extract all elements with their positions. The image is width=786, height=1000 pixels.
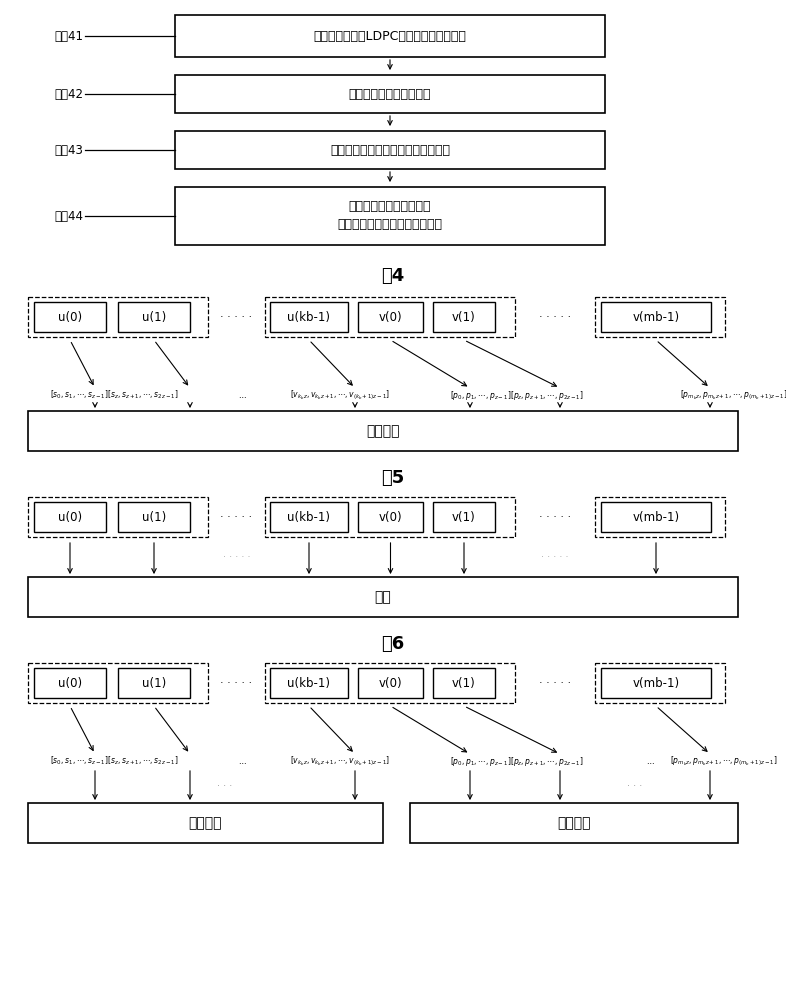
Bar <box>28 803 383 843</box>
Bar <box>118 668 190 698</box>
Bar <box>28 411 738 451</box>
Bar <box>118 302 190 332</box>
Bar <box>265 663 515 703</box>
Text: $\cdots$: $\cdots$ <box>646 756 655 766</box>
Bar <box>601 668 711 698</box>
Bar <box>34 502 106 532</box>
Text: · · · · ·: · · · · · <box>222 552 250 562</box>
Bar <box>175 75 605 113</box>
Text: · · · · ·: · · · · · <box>539 312 571 322</box>
Text: $[v_{k_bz},v_{k_bz+1},\cdots,v_{(k_b+1)z-1}]$: $[v_{k_bz},v_{k_bz+1},\cdots,v_{(k_b+1)z… <box>290 754 391 768</box>
Text: v(mb-1): v(mb-1) <box>633 510 680 524</box>
Text: 步骤41: 步骤41 <box>54 29 83 42</box>
Bar <box>265 497 515 537</box>
Text: 图5: 图5 <box>381 469 405 487</box>
Text: v(1): v(1) <box>452 510 476 524</box>
Bar <box>28 577 738 617</box>
Bar <box>270 668 348 698</box>
Text: 将完成调制处理而得到的: 将完成调制处理而得到的 <box>349 200 432 214</box>
Text: · · · · ·: · · · · · <box>220 512 252 522</box>
Bar <box>265 297 515 337</box>
Text: v(1): v(1) <box>452 310 476 324</box>
Text: · · ·: · · · <box>627 781 643 791</box>
Bar <box>175 131 605 169</box>
Text: u(kb-1): u(kb-1) <box>288 510 330 524</box>
Text: v(0): v(0) <box>379 676 402 690</box>
Bar <box>28 297 208 337</box>
Text: 图4: 图4 <box>381 267 405 285</box>
Text: · · · · ·: · · · · · <box>539 512 571 522</box>
Text: · · · · ·: · · · · · <box>539 678 571 688</box>
Text: u(0): u(0) <box>58 310 82 324</box>
Text: 步骤42: 步骤42 <box>54 88 83 101</box>
Text: 调制符号映射到对应的子载波上: 调制符号映射到对应的子载波上 <box>337 219 443 232</box>
Text: u(0): u(0) <box>58 676 82 690</box>
Bar <box>270 302 348 332</box>
Text: 步骤44: 步骤44 <box>54 210 83 223</box>
Text: $[p_0,p_1,\cdots,p_{z-1}][p_z,p_{z+1},\cdots,p_{2z-1}]$: $[p_0,p_1,\cdots,p_{z-1}][p_z,p_{z+1},\c… <box>450 388 584 401</box>
Bar <box>595 663 725 703</box>
Text: $[s_0,s_1,\cdots,s_{z-1}][s_z,s_{z+1},\cdots,s_{2z-1}]$: $[s_0,s_1,\cdots,s_{z-1}][s_z,s_{z+1},\c… <box>50 389 178 401</box>
Text: u(1): u(1) <box>142 310 166 324</box>
Text: 对信息序列进行LDPC编码处理，得到码字: 对信息序列进行LDPC编码处理，得到码字 <box>314 29 466 42</box>
Text: u(kb-1): u(kb-1) <box>288 310 330 324</box>
Text: 对所述码字进行交织处理: 对所述码字进行交织处理 <box>349 88 432 101</box>
Text: 步骤43: 步骤43 <box>54 143 83 156</box>
Bar <box>601 302 711 332</box>
Bar <box>175 15 605 57</box>
Text: $[p_0,p_1,\cdots,p_{z-1}][p_z,p_{z+1},\cdots,p_{2z-1}]$: $[p_0,p_1,\cdots,p_{z-1}][p_z,p_{z+1},\c… <box>450 754 584 768</box>
Text: $\cdots$: $\cdots$ <box>238 756 247 766</box>
Text: $[p_{m_bz},p_{m_bz+1},\cdots,p_{(m_b+1)z-1}]$: $[p_{m_bz},p_{m_bz+1},\cdots,p_{(m_b+1)z… <box>670 754 777 768</box>
Text: 比特交织: 比特交织 <box>189 816 222 830</box>
Bar <box>433 668 495 698</box>
Text: · · · · ·: · · · · · <box>220 678 252 688</box>
Text: · · · · ·: · · · · · <box>542 552 569 562</box>
Bar <box>175 187 605 245</box>
Text: v(1): v(1) <box>452 676 476 690</box>
Text: $[v_{k_bz},v_{k_bz+1},\cdots,v_{(k_b+1)z-1}]$: $[v_{k_bz},v_{k_bz+1},\cdots,v_{(k_b+1)z… <box>290 388 391 402</box>
Text: 交织: 交织 <box>375 590 391 604</box>
Bar <box>358 302 423 332</box>
Bar <box>595 297 725 337</box>
Text: u(0): u(0) <box>58 510 82 524</box>
Text: u(1): u(1) <box>142 510 166 524</box>
Bar <box>34 302 106 332</box>
Bar <box>410 803 738 843</box>
Text: · · · · ·: · · · · · <box>220 312 252 322</box>
Bar <box>28 497 208 537</box>
Bar <box>270 502 348 532</box>
Text: 图6: 图6 <box>381 635 405 653</box>
Bar <box>118 502 190 532</box>
Text: $[s_0,s_1,\cdots,s_{z-1}][s_z,s_{z+1},\cdots,s_{2z-1}]$: $[s_0,s_1,\cdots,s_{z-1}][s_z,s_{z+1},\c… <box>50 755 178 767</box>
Text: · · ·: · · · <box>218 781 233 791</box>
Text: v(0): v(0) <box>379 510 402 524</box>
Bar <box>433 502 495 532</box>
Text: 比特交织: 比特交织 <box>366 424 400 438</box>
Text: u(1): u(1) <box>142 676 166 690</box>
Text: v(mb-1): v(mb-1) <box>633 676 680 690</box>
Text: $[p_{m_bz},p_{m_bz+1},\cdots,p_{(m_b+1)z-1}]$: $[p_{m_bz},p_{m_bz+1},\cdots,p_{(m_b+1)z… <box>680 388 786 402</box>
Bar <box>358 502 423 532</box>
Bar <box>433 302 495 332</box>
Text: v(mb-1): v(mb-1) <box>633 310 680 324</box>
Bar <box>595 497 725 537</box>
Bar <box>358 668 423 698</box>
Bar <box>601 502 711 532</box>
Text: $\cdots$: $\cdots$ <box>238 390 247 399</box>
Bar <box>34 668 106 698</box>
Text: 比特交织: 比特交织 <box>557 816 591 830</box>
Text: v(0): v(0) <box>379 310 402 324</box>
Bar <box>28 663 208 703</box>
Text: 对经过交织处理的码字进行调制处理: 对经过交织处理的码字进行调制处理 <box>330 143 450 156</box>
Text: u(kb-1): u(kb-1) <box>288 676 330 690</box>
